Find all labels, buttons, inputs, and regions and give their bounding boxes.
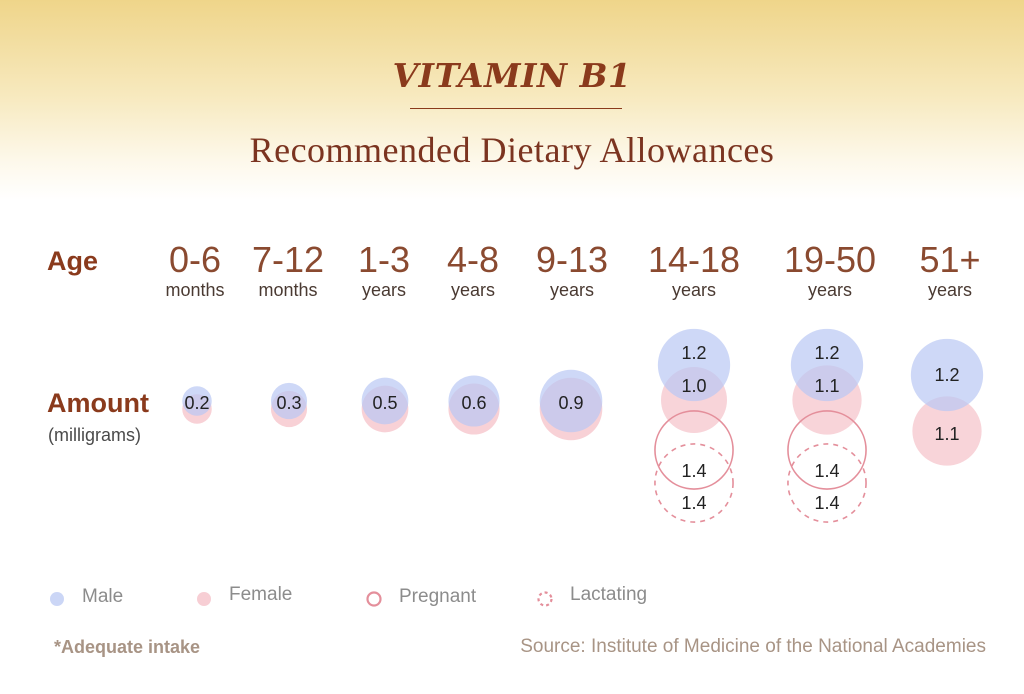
chart-subtitle: Recommended Dietary Allowances: [249, 130, 775, 170]
age-unit-label: years: [450, 280, 495, 300]
lactating-bubble: [787, 443, 867, 523]
source-credit: Source: Institute of Medicine of the Nat…: [520, 636, 986, 657]
age-range-label: 1-3: [357, 239, 411, 280]
value-label-female: 1.1: [934, 424, 959, 444]
male-bubble: [539, 369, 603, 433]
age-range-label: 0-6: [168, 239, 222, 280]
title-divider: [410, 108, 622, 109]
female-bubble: [912, 396, 982, 466]
value-label-lactating: 1.4: [681, 493, 706, 513]
value-label: 0.9: [558, 393, 583, 413]
age-range-label: 14-18: [647, 239, 741, 280]
age-range-label: 7-12: [251, 239, 325, 280]
age-column-1: 7-12 months: [228, 239, 348, 301]
male-bubble: [448, 375, 500, 427]
pregnant-bubble: [654, 410, 734, 490]
age-unit-label: years: [361, 280, 406, 300]
age-unit-label: months: [165, 280, 225, 300]
age-column-7: 51+ years: [890, 239, 1010, 301]
male-bubble: [790, 328, 864, 402]
value-label-male: 1.2: [681, 343, 706, 363]
age-column-6: 19-50 years: [770, 239, 890, 301]
value-label-pregnant: 1.4: [681, 461, 706, 481]
male-bubble: [657, 328, 731, 402]
age-column-3: 4-8 years: [413, 239, 533, 301]
age-column-2: 1-3 years: [324, 239, 444, 301]
legend-label: Pregnant: [399, 586, 477, 607]
value-label-lactating: 1.4: [814, 493, 839, 513]
legend-swatch-pregnant: [366, 591, 382, 607]
value-label-female: 1.1: [814, 376, 839, 396]
age-unit-label: months: [258, 280, 318, 300]
value-label: 0.6: [461, 393, 486, 413]
age-range-label: 19-50: [783, 239, 877, 280]
male-bubble: [361, 377, 409, 425]
age-range-label: 4-8: [446, 239, 500, 280]
value-label: 0.2: [184, 393, 209, 413]
pregnant-bubble: [787, 410, 867, 490]
male-bubble: [910, 338, 984, 412]
age-unit-label: years: [549, 280, 594, 300]
age-range-label: 51+: [919, 239, 981, 280]
male-bubble: [182, 386, 212, 416]
value-label: 0.3: [276, 393, 301, 413]
legend-swatch-lactating: [537, 591, 553, 607]
age-column-0: 0-6 months: [135, 239, 255, 301]
value-label-male: 1.2: [814, 343, 839, 363]
age-unit-label: years: [927, 280, 972, 300]
legend-label: Male: [82, 586, 124, 607]
male-bubble: [270, 382, 308, 420]
legend-label: Female: [229, 584, 293, 605]
legend-swatch-male: [50, 592, 64, 606]
value-label-male: 1.2: [934, 365, 959, 385]
amount-row-label: Amount: [47, 388, 149, 418]
legend-swatch-female: [197, 592, 211, 606]
age-range-label: 9-13: [535, 239, 609, 280]
amount-unit-label: (milligrams): [48, 425, 141, 445]
age-row-label: Age: [47, 246, 99, 276]
value-label: 0.5: [372, 393, 397, 413]
age-column-4: 9-13 years: [512, 239, 632, 301]
adequate-intake-footnote: *Adequate intake: [54, 637, 201, 657]
value-label-female: 1.0: [681, 376, 706, 396]
legend-label: Lactating: [570, 584, 648, 605]
age-column-5: 14-18 years: [634, 239, 754, 301]
age-unit-label: years: [671, 280, 716, 300]
chart-title: VITAMIN B1: [392, 56, 632, 95]
age-unit-label: years: [807, 280, 852, 300]
value-label-pregnant: 1.4: [814, 461, 839, 481]
lactating-bubble: [654, 443, 734, 523]
